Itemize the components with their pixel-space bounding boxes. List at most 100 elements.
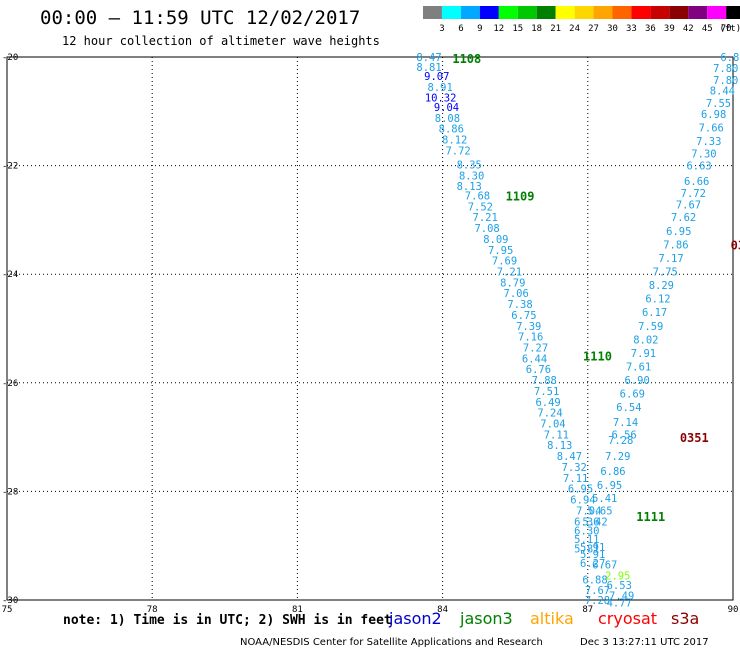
pass-label: 1110 [583,350,612,364]
wave-height-label: 7.67 [676,200,701,212]
wave-height-label: 2.95 [605,571,630,583]
colorbar-swatch [669,6,689,19]
legend-jason2: jason2 [388,609,442,628]
wave-height-label: 7.80 [713,75,738,87]
wave-height-label: 6.86 [600,466,625,478]
colorbar-label: 27 [588,24,599,34]
wave-height-label: 7.69 [492,256,517,268]
chart-subtitle: 12 hour collection of altimeter wave hei… [62,34,380,48]
colorbar-label: 70 [721,24,732,34]
wave-height-label: 7.21 [473,212,498,224]
wave-height-label: 8.86 [439,124,464,136]
wave-height-label: 8.47 [416,52,441,64]
pass-label: 0350 [731,238,740,252]
colorbar-swatch [517,6,537,19]
wave-height-label: 5.81 [574,543,599,555]
wave-height-label: 6.12 [645,294,670,306]
wave-height-label: 6.63 [686,161,711,173]
colorbar-label: 15 [512,24,523,34]
legend-s3a: s3a [671,609,699,628]
colorbar-label: 21 [550,24,561,34]
footer-credit: NOAA/NESDIS Center for Satellite Applica… [240,637,543,648]
wave-height-label: 7.28 [608,435,633,447]
wave-height-label: 6.17 [642,307,667,319]
colorbar-legend: 3 6 9 12 15 18 21 24 27 30 33 36 39 42 45 70(ft) [423,6,740,34]
wave-height-label: 8.30 [459,170,484,182]
x-tick-label: 90 [728,605,739,615]
x-tick-label: 75 [2,605,13,615]
wave-height-label: 6.54 [616,402,641,414]
colorbar-unit: (ft) [719,24,740,34]
wave-height-label: 7.66 [699,123,724,135]
pass-label: 0351 [680,431,709,445]
wave-height-label: 7.11 [544,429,569,441]
wave-height-label: 7.80 [713,63,738,75]
wave-height-label: 8.13 [547,440,572,452]
pass-label: 1109 [506,189,535,203]
colorbar-swatch [707,6,727,19]
wave-height-label: 5.11 [574,534,599,546]
wave-height-label: 7.52 [468,201,493,213]
y-axis-ticks: -20 -22 -24 -26 -28 -30 [2,53,18,606]
wave-height-label: 7.68 [465,190,490,202]
plot-grid [6,56,734,601]
y-tick-label: -22 [2,162,18,172]
colorbar-label: 30 [607,24,618,34]
wave-height-label: 7.67 [585,585,610,597]
colorbar-label: 36 [645,24,656,34]
x-tick-label: 84 [437,605,448,615]
wave-height-label: 7.61 [626,362,651,374]
wave-height-label: 6.87 [720,52,740,64]
wave-height-label: 7.30 [691,149,716,161]
colorbar-label: 12 [493,24,504,34]
wave-height-label: 8.35 [457,160,482,172]
wave-height-label: 6.90 [625,375,650,387]
y-tick-label: -26 [2,379,18,389]
y-tick-label: -28 [2,487,18,497]
wave-height-label: 7.33 [696,136,721,148]
x-tick-label: 78 [147,605,158,615]
wave-height-label: 7.75 [653,266,678,278]
wave-height-label: 8.13 [457,181,482,193]
colorbar-swatch [460,6,480,19]
colorbar-label: 45 [702,24,713,34]
pass-label: 1111 [636,510,665,524]
wave-height-label: 7.39 [516,321,541,333]
wave-height-label: 8.09 [483,234,508,246]
wave-height-label: 7.24 [537,408,562,420]
wave-height-label: 6.94 [570,495,595,507]
wave-height-label: 10.32 [425,93,457,105]
wave-height-label: 9.04 [434,102,459,114]
colorbar-swatch [631,6,651,19]
colorbar-swatch [612,6,632,19]
colorbar-swatch [479,6,499,19]
wave-height-label: 7.04 [576,505,601,517]
wave-height-label: 7.88 [532,375,557,387]
y-tick-label: -24 [2,270,18,280]
wave-height-label: 7.62 [671,212,696,224]
legend-cryosat: cryosat [598,609,657,628]
wave-height-label: 6.95 [568,484,593,496]
wave-height-label: 6.53 [607,580,632,592]
wave-height-label: 7.38 [507,299,532,311]
wave-height-label: 6.66 [684,176,709,188]
wave-height-label: 9.07 [424,71,449,83]
wave-height-label: 8.02 [633,334,658,346]
wave-height-label: 6.49 [535,397,560,409]
wave-height-label: 8.12 [442,135,467,147]
wave-height-label: 5.91 [580,549,605,561]
wave-height-label: 6.75 [511,310,536,322]
wave-height-label: 8.79 [500,277,525,289]
colorbar-label: 6 [458,24,463,34]
footer-timestamp: Dec 3 13:27:11 UTC 2017 [580,637,709,648]
wave-height-label: 7.04 [540,419,565,431]
colorbar-swatch [688,6,708,19]
wave-height-label: 7.06 [504,288,529,300]
colorbar-label: 9 [477,24,482,34]
wave-height-label: 6.27 [580,558,605,570]
colorbar-swatch [650,6,670,19]
wave-height-label: 7.51 [534,386,559,398]
colorbar-label: 33 [626,24,637,34]
wave-height-label: 7.91 [631,348,656,360]
wave-height-label: 7.86 [663,239,688,251]
